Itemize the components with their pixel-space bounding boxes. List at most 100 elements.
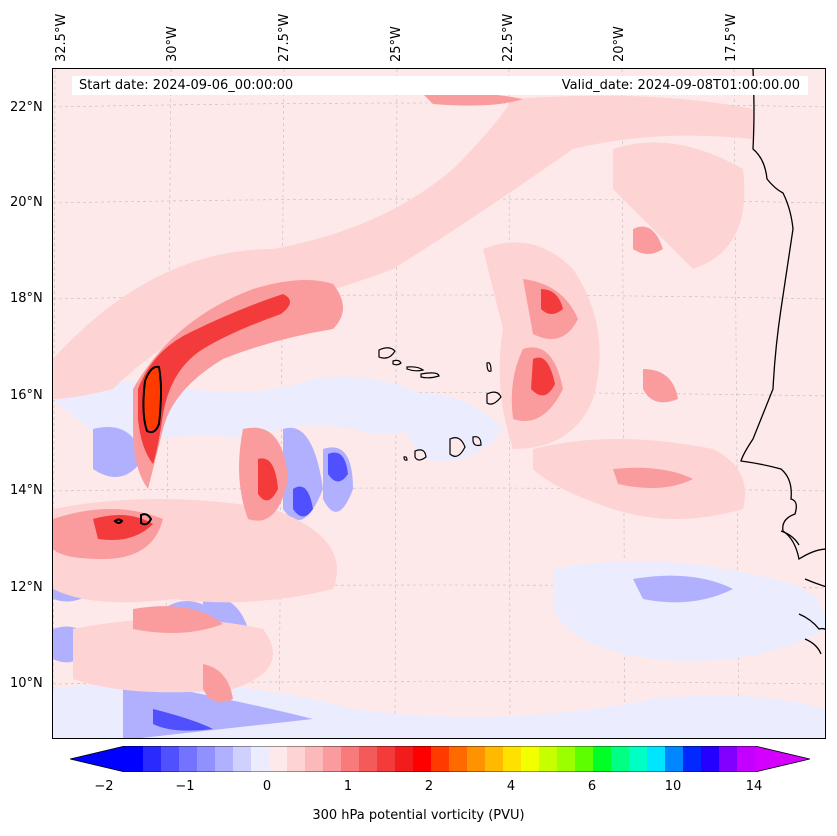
pv-area-positive [423,92,523,106]
colorbar-swatch [377,746,396,772]
colorbar-swatch [467,746,486,772]
pv-area-positive [633,226,663,254]
colorbar-swatch [593,746,612,772]
pv-area-strong-positive [531,357,555,396]
pv-area-strong-negative [153,709,213,731]
colorbar-swatch [359,746,378,772]
colorbar-swatch [125,746,144,772]
colorbar-swatch [539,746,558,772]
colorbar-extend-left [70,746,125,772]
latitude-label: 16°N [10,388,43,403]
pv-area-strong-positive [541,289,563,314]
coastline [804,578,825,588]
pv-area-low-positive [73,619,273,693]
valid-date-label: Valid_date: 2024-09-08T01:00:00.00 [561,78,800,93]
longitude-label: 27.5°W [277,13,292,62]
island-santiago [449,437,466,457]
pv-area-strong-positive [188,329,208,338]
colorbar-swatch [395,746,414,772]
island-maio [472,436,482,447]
colorbar-tick-label: 10 [664,779,682,794]
island-sal [486,362,492,372]
coastline [780,530,800,546]
longitude-label: 22.5°W [501,13,516,62]
coastline [740,69,825,561]
date-info-box [72,76,808,95]
colorbar-swatch [269,746,288,772]
colorbar-tick-label: 1 [343,779,353,794]
colorbar-tick-label: 2 [424,779,434,794]
pv-contour-lines [113,365,162,526]
pv-area-low-positive [53,95,753,400]
colorbar-swatch [431,746,450,772]
island-santa-luzia [420,372,440,379]
lon-gridline [394,69,398,738]
lon-gridline [53,69,56,738]
pv-2-contour [113,518,124,524]
colorbar-swatch [143,746,162,772]
lon-gridline [278,69,285,738]
coastline [798,613,825,631]
pv-area-negative [93,427,143,477]
latitude-label: 22°N [10,100,43,115]
island-santo-antao [378,347,396,359]
colorbar [70,746,810,772]
lat-gridline [53,198,825,204]
pv-2-contour [140,513,153,526]
colorbar-swatch [683,746,702,772]
africa-coastline [740,69,825,655]
colorbar-swatch [161,746,180,772]
pv-strong-red-areas [93,289,563,540]
colorbar-swatch [557,746,576,772]
island-sao-nicolau [406,366,425,372]
colorbar-extend-right [755,746,810,772]
colorbar-label: 300 hPa potential vorticity (PVU) [312,808,525,823]
longitude-label: 17.5°W [724,13,739,62]
colorbar-swatch [305,746,324,772]
pv-area-negative [633,575,733,603]
colorbar-swatch [287,746,306,772]
colorbar-swatch [629,746,648,772]
colorbar-swatch [215,746,234,772]
colorbar-swatch [251,746,270,772]
colorbar-swatch [449,746,468,772]
colorbar-swatch [323,746,342,772]
island-brava [403,456,408,461]
longitude-label: 30°W [165,26,180,62]
pv-orange-core [143,367,163,430]
pv-2-contour [142,365,162,434]
cabo-verde-islands [378,347,502,461]
latitude-label: 20°N [10,195,43,210]
colorbar-tick-label: 4 [506,779,516,794]
colorbar-swatch [521,746,540,772]
pv-area-low [383,393,503,461]
colorbar-swatch [413,746,432,772]
island-fogo [414,449,427,461]
colorbar-swatch [575,746,594,772]
lat-gridline [53,102,825,108]
colorbar-tick-label: 14 [745,779,763,794]
longitude-label: 32.5°W [54,13,69,62]
colorbar-swatch [737,746,756,772]
colorbar-swatch [341,746,360,772]
lat-gridline [53,487,825,492]
latitude-label: 14°N [10,483,43,498]
colorbar-tick-label: −1 [175,779,195,794]
pv-contour-map [53,69,825,738]
colorbar-swatch [701,746,720,772]
coastline [804,638,822,655]
pv-area-positive [203,664,233,703]
colorbar-tick-label: −2 [94,779,114,794]
pv-area-positive [643,369,678,403]
pv-area-low [553,561,825,661]
colorbar-tick-label: 0 [262,779,272,794]
island-boa-vista [486,391,502,405]
pv-area-max [143,367,163,430]
pv-area-positive [613,467,693,488]
colorbar-swatch [647,746,666,772]
island-sao-vicente [392,359,402,366]
colorbar-swatch [719,746,738,772]
pv-area-strong-positive [258,458,278,501]
colorbar-swatch [485,746,504,772]
lon-gridline [508,69,511,738]
